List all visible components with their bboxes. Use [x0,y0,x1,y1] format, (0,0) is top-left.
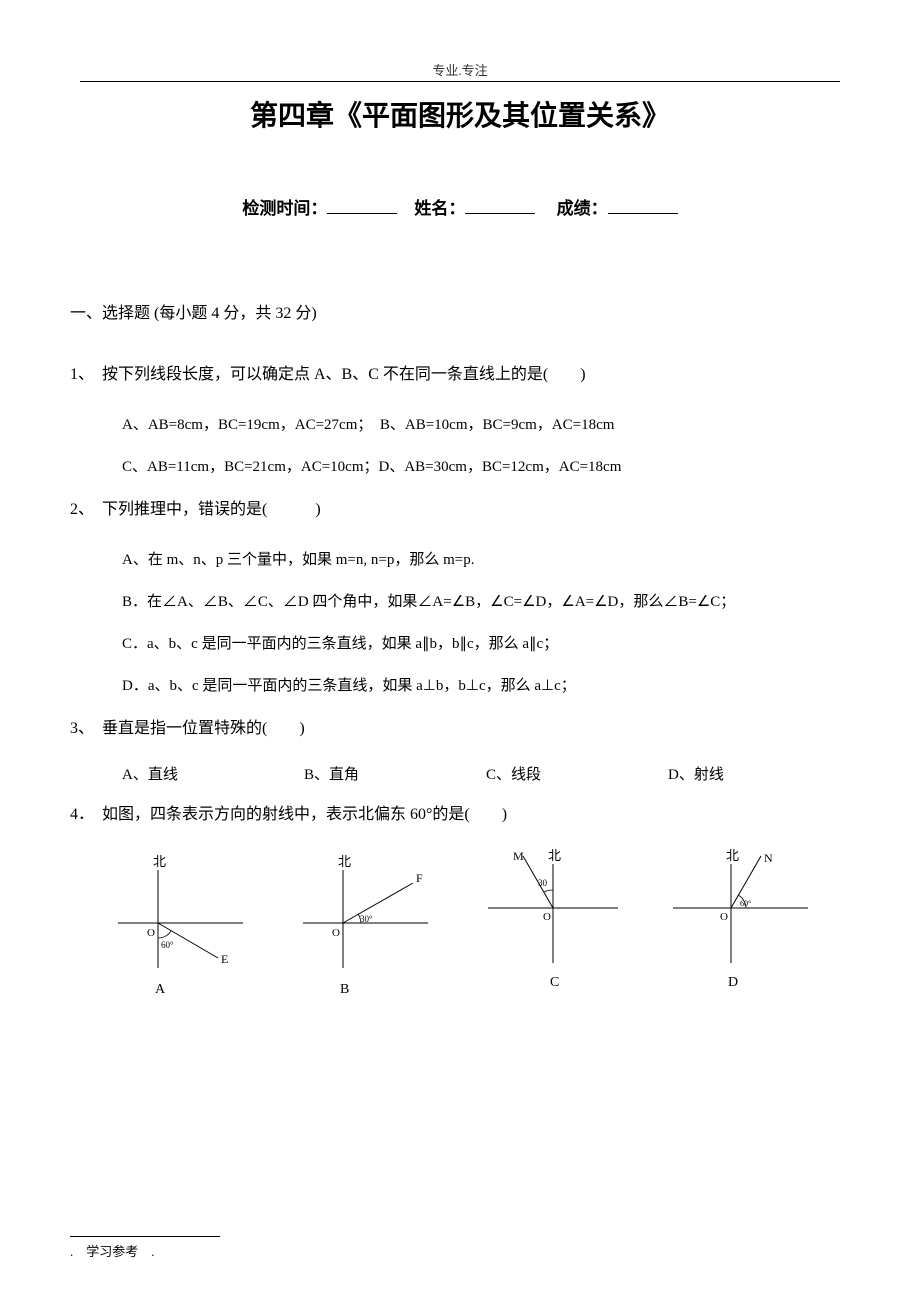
diagram-d: 北 O N 60° D [645,848,830,998]
origin-b: O [332,927,340,939]
q2-num: 2、 [70,488,102,533]
q3-text: 垂直是指一位置特殊的( ) [102,720,305,737]
north-b: 北 [338,854,351,869]
north-a: 北 [153,854,166,869]
q1-d: D、AB=30cm，BC=12cm，AC=18cm [379,459,622,475]
q1-opts-ab: A、AB=8cm，BC=19cm，AC=27cm； B、AB=10cm，BC=9… [70,404,850,446]
header-rule [80,81,840,82]
q3-opts: A、直线 B、直角 C、线段 D、射线 [70,757,850,793]
header-small: 专业.专注 [70,60,850,79]
q1-text: 按下列线段长度，可以确定点 A、B、C 不在同一条直线上的是( ) [102,366,586,383]
q2-c: C．a、b、c 是同一平面内的三条直线，如果 a∥b，b∥c，那么 a∥c； [70,623,850,665]
origin-a: O [147,927,155,939]
ray-n: N [764,851,773,865]
score-label: 成绩： [557,199,608,218]
label-c: C [550,975,559,990]
name-blank [465,196,535,214]
section-1-heading: 一、选择题 (每小题 4 分，共 32 分) [70,299,850,323]
q2-d: D．a、b、c 是同一平面内的三条直线，如果 a⊥b，b⊥c，那么 a⊥c； [70,665,850,707]
name-label: 姓名： [414,199,465,218]
q3-num: 3、 [70,707,102,752]
label-b: B [340,982,349,997]
diagram-c: 北 O M 30 C [460,848,645,998]
q3-d: D、射线 [668,757,850,793]
angle-d: 60° [740,899,751,908]
q4-num: 4． [70,793,102,838]
label-d: D [728,975,738,990]
origin-d: O [720,911,728,923]
north-d: 北 [726,848,739,863]
q3-a: A、直线 [122,757,304,793]
chapter-title: 第四章《平面图形及其位置关系》 [70,94,850,134]
q1-a: A、AB=8cm，BC=19cm，AC=27cm； [122,417,372,433]
angle-a: 60° [161,940,174,950]
q2-a: A、在 m、n、p 三个量中，如果 m=n, n=p，那么 m=p. [70,539,850,581]
diagram-b: 北 O F 30° B [275,848,460,998]
q2-b: B．在∠A、∠B、∠C、∠D 四个角中，如果∠A=∠B，∠C=∠D，∠A=∠D，… [70,581,850,623]
q1-num: 1、 [70,353,102,398]
angle-b: 30° [360,914,373,924]
time-blank [327,196,397,214]
question-1: 1、按下列线段长度，可以确定点 A、B、C 不在同一条直线上的是( ) [70,353,850,398]
north-c: 北 [548,848,561,863]
ray-m: M [513,849,524,863]
footer: . 学习参考 . [70,1236,220,1260]
q3-b: B、直角 [304,757,486,793]
origin-c: O [543,911,551,923]
angle-c: 30 [538,878,548,888]
diagram-a: 北 O E 60° A [90,848,275,998]
q4-diagrams: 北 O E 60° A 北 O F 30° B 北 [70,848,850,998]
q1-opts-cd: C、AB=11cm，BC=21cm，AC=10cm；D、AB=30cm，BC=1… [70,446,850,488]
score-blank [608,196,678,214]
q4-text: 如图，四条表示方向的射线中，表示北偏东 60°的是( ) [102,806,507,823]
q3-c: C、线段 [486,757,668,793]
question-4: 4．如图，四条表示方向的射线中，表示北偏东 60°的是( ) [70,793,850,838]
q1-c: C、AB=11cm，BC=21cm，AC=10cm； [122,459,379,475]
ray-f: F [416,871,423,885]
label-a: A [155,982,166,997]
form-line: 检测时间： 姓名： 成绩： [70,194,850,219]
ray-e: E [221,952,228,966]
q1-b: B、AB=10cm，BC=9cm，AC=18cm [380,417,615,433]
question-2: 2、下列推理中，错误的是( ) [70,488,850,533]
question-3: 3、垂直是指一位置特殊的( ) [70,707,850,752]
time-label: 检测时间： [242,199,327,218]
q2-text: 下列推理中，错误的是( ) [102,501,321,518]
